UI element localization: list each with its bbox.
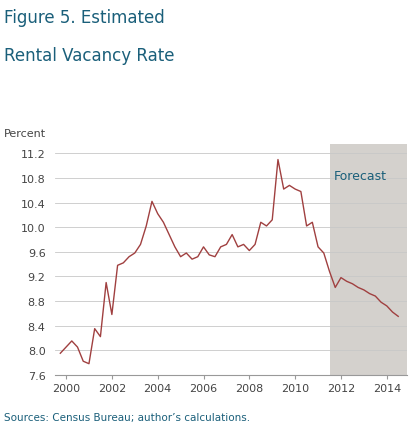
Text: Rental Vacancy Rate: Rental Vacancy Rate bbox=[4, 47, 175, 65]
Text: Figure 5. Estimated: Figure 5. Estimated bbox=[4, 9, 165, 26]
Text: Sources: Census Bureau; author’s calculations.: Sources: Census Bureau; author’s calcula… bbox=[4, 412, 250, 422]
Bar bbox=[330, 145, 420, 375]
Text: Forecast: Forecast bbox=[333, 170, 387, 182]
Text: Percent: Percent bbox=[4, 129, 46, 138]
